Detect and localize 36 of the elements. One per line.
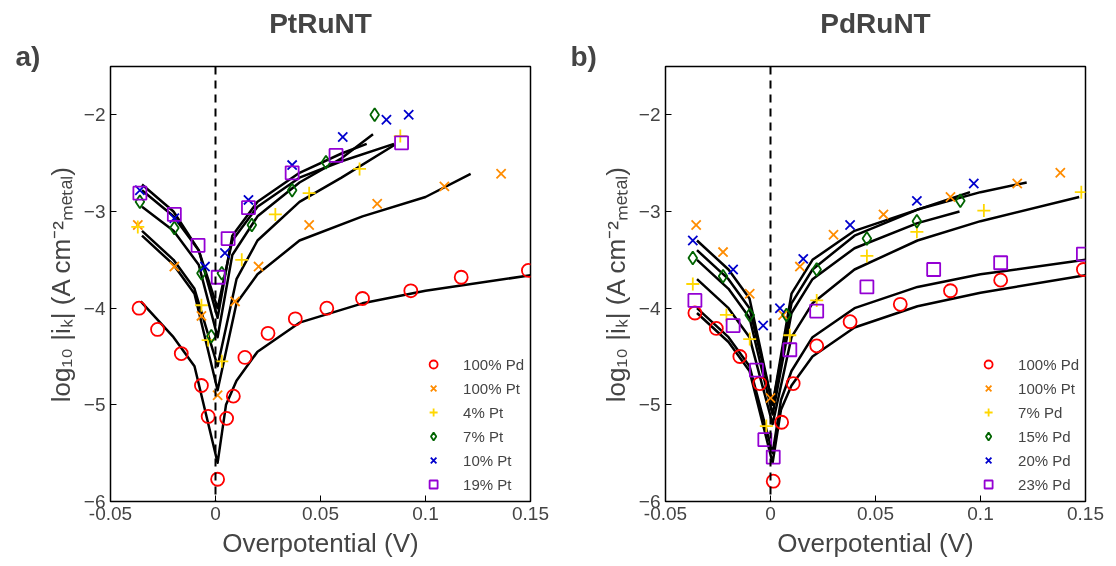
x-tick-label: 0 — [210, 502, 221, 524]
chart-title: PtRuNT — [269, 7, 372, 39]
y-tick-label: −4 — [638, 297, 661, 319]
legend-label: 100% Pd — [1018, 354, 1079, 375]
y-tick-label: −5 — [83, 394, 106, 416]
x-tick-label: 0.1 — [412, 502, 439, 524]
y-tick-label: −3 — [83, 201, 106, 222]
legend-label: 7% Pt — [463, 426, 504, 447]
y-tick-label: −5 — [638, 394, 661, 416]
legend-label: 100% Pd — [463, 354, 524, 375]
y-axis-title: log₁₀ |iₖ| (A cm⁻²ₘₑₜₐₗ) — [45, 167, 76, 403]
y-tick-label: −2 — [638, 104, 661, 126]
x-axis-title: Overpotential (V) — [222, 527, 419, 558]
x-tick-label: 0.15 — [512, 502, 549, 524]
x-tick-label: 0.05 — [302, 502, 339, 524]
text: b) — [570, 40, 597, 72]
text: a) — [15, 40, 41, 72]
y-tick-label: −3 — [638, 201, 661, 222]
legend-label: 19% Pt — [463, 474, 512, 495]
legend-label: 4% Pt — [463, 402, 504, 423]
x-tick-label: 0.15 — [1067, 502, 1104, 524]
legend-label: 20% Pd — [1018, 450, 1071, 471]
chart-title: PdRuNT — [820, 7, 931, 39]
y-tick-label: −4 — [83, 297, 106, 319]
legend-label: 10% Pt — [463, 450, 512, 471]
legend-label: 23% Pd — [1018, 474, 1071, 495]
x-tick-label: 0.1 — [967, 502, 994, 524]
x-tick-label: 0.05 — [857, 502, 894, 524]
legend-label: 100% Pt — [1018, 378, 1075, 399]
y-axis-title: log₁₀ |iₖ| (A cm⁻²ₘₑₜₐₗ) — [600, 167, 631, 403]
y-tick-label: −2 — [83, 104, 106, 126]
legend-label: 15% Pd — [1018, 426, 1071, 447]
x-axis-title: Overpotential (V) — [777, 527, 974, 558]
legend-label: 7% Pd — [1018, 402, 1063, 423]
legend-label: 100% Pt — [463, 378, 520, 399]
x-tick-label: 0 — [765, 502, 776, 524]
